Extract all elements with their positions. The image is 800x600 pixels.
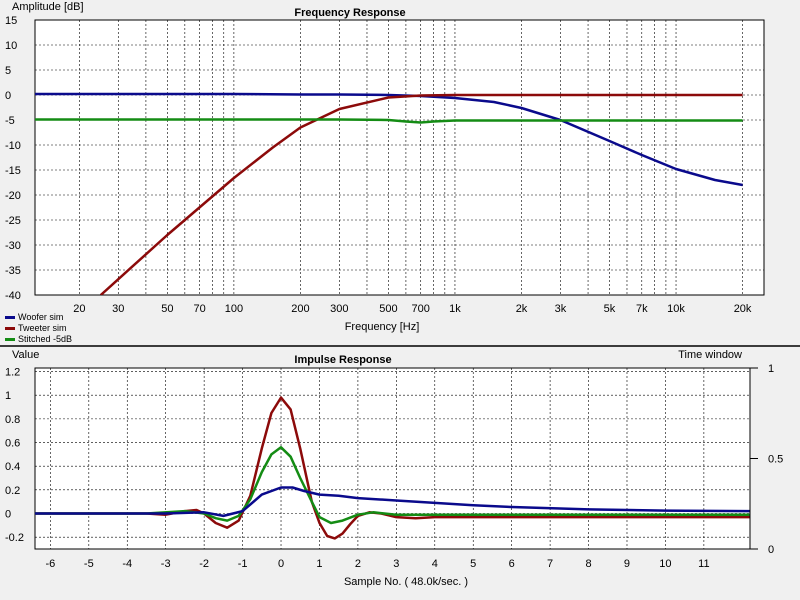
- freq-tick-label: 50: [161, 303, 173, 315]
- freq-tick-label: 200: [291, 303, 309, 315]
- legend-label-woofer: Woofer sim: [18, 312, 63, 322]
- time-window-tick-label: 0: [768, 544, 774, 556]
- amp-tick-label: -30: [5, 240, 21, 252]
- amp-tick-label: -5: [5, 115, 15, 127]
- impulse-chart-title: Impulse Response: [294, 354, 391, 366]
- frequency-legend: Woofer sim Tweeter sim Stitched -5dB: [5, 312, 72, 344]
- value-tick-label: 0.4: [5, 461, 20, 473]
- freq-tick-label: 100: [225, 303, 243, 315]
- sample-tick-label: 2: [355, 558, 361, 570]
- value-tick-label: 0: [5, 509, 11, 521]
- freq-tick-label: 2k: [516, 303, 528, 315]
- value-tick-label: 1: [5, 390, 11, 402]
- freq-tick-label: 3k: [555, 303, 567, 315]
- legend-item-tweeter[interactable]: Tweeter sim: [5, 323, 67, 333]
- frequency-x-tick-labels: 20 30 50 70 100 200 300 500 700 1k 2k 3k 5k 7k 10k 20k: [73, 303, 752, 315]
- sample-tick-label: 5: [470, 558, 476, 570]
- frequency-y-tick-labels: 15 10 5 0 -5 -10 -15 -20 -25 -30 -35 -40: [5, 15, 21, 302]
- amp-tick-label: -25: [5, 215, 21, 227]
- value-tick-label: 0.6: [5, 438, 20, 450]
- sample-tick-label: -3: [161, 558, 171, 570]
- freq-tick-label: 7k: [636, 303, 648, 315]
- sample-tick-label: 9: [624, 558, 630, 570]
- time-window-axis: 10.50: [749, 363, 783, 556]
- legend-item-stitched[interactable]: Stitched -5dB: [5, 334, 72, 344]
- sample-tick-label: -2: [199, 558, 209, 570]
- amp-tick-label: -40: [5, 290, 21, 302]
- freq-tick-label: 500: [379, 303, 397, 315]
- amp-tick-label: -20: [5, 190, 21, 202]
- freq-tick-label: 10k: [667, 303, 685, 315]
- sample-tick-label: 3: [393, 558, 399, 570]
- amp-tick-label: 0: [5, 90, 11, 102]
- impulse-y-tick-labels: 1.2 1 0.8 0.6 0.4 0.2 0 -0.2: [5, 367, 24, 545]
- impulse-response-panel: 1.2 1 0.8 0.6 0.4 0.2 0 -0.2 -6 -5 -4 -3 -2 -1 0 1 2 3 4 5…: [5, 349, 783, 588]
- impulse-x-tick-labels: -6 -5 -4 -3 -2 -1 0 1 2 3 4 5 6 7 8 9 10 11: [45, 558, 709, 570]
- value-tick-label: 1.2: [5, 367, 20, 379]
- sample-tick-label: 1: [316, 558, 322, 570]
- freq-tick-label: 70: [194, 303, 206, 315]
- impulse-plot-area[interactable]: [34, 367, 751, 550]
- freq-tick-label: 30: [112, 303, 124, 315]
- amp-tick-label: -15: [5, 165, 21, 177]
- freq-tick-label: 5k: [604, 303, 616, 315]
- value-tick-label: 0.8: [5, 414, 20, 426]
- freq-series-line-3[interactable]: [35, 118, 743, 124]
- sample-tick-label: -4: [122, 558, 132, 570]
- amp-tick-label: -35: [5, 265, 21, 277]
- value-tick-label: 0.2: [5, 485, 20, 497]
- sample-tick-label: 7: [547, 558, 553, 570]
- time-window-tick-label: 0.5: [768, 454, 783, 466]
- legend-swatch-stitched: [5, 338, 15, 341]
- legend-item-woofer[interactable]: Woofer sim: [5, 312, 63, 322]
- impulse-series-line-2[interactable]: [35, 446, 750, 525]
- legend-swatch-woofer: [5, 316, 15, 319]
- sample-tick-label: 8: [585, 558, 591, 570]
- impulse-y-axis-label: Value: [12, 349, 39, 361]
- impulse-series: [35, 396, 750, 540]
- freq-tick-label: 700: [412, 303, 430, 315]
- sample-tick-label: 6: [509, 558, 515, 570]
- sample-tick-label: 11: [698, 558, 709, 570]
- frequency-chart-title: Frequency Response: [294, 7, 405, 19]
- time-window-tick-label: 1: [768, 363, 774, 375]
- amp-tick-label: 10: [5, 40, 17, 52]
- freq-series-line-2[interactable]: [99, 93, 743, 295]
- legend-swatch-tweeter: [5, 327, 15, 330]
- freq-tick-label: 300: [330, 303, 348, 315]
- value-tick-label: -0.2: [5, 532, 24, 544]
- legend-label-stitched: Stitched -5dB: [18, 334, 72, 344]
- frequency-x-axis-label: Frequency [Hz]: [345, 321, 420, 333]
- sample-tick-label: 0: [278, 558, 284, 570]
- legend-label-tweeter: Tweeter sim: [18, 323, 67, 333]
- sample-tick-label: -6: [45, 558, 55, 570]
- freq-tick-label: 20: [73, 303, 85, 315]
- frequency-y-axis-label: Amplitude [dB]: [12, 1, 84, 13]
- frequency-plot-area[interactable]: [34, 19, 765, 296]
- impulse-series-line-3[interactable]: [35, 486, 750, 518]
- impulse-x-axis-label: Sample No. ( 48.0k/sec. ): [344, 576, 468, 588]
- sample-tick-label: 4: [432, 558, 438, 570]
- frequency-series: [35, 92, 743, 295]
- freq-series-line-1[interactable]: [35, 92, 743, 187]
- amp-tick-label: 5: [5, 65, 11, 77]
- amp-tick-label: 15: [5, 15, 17, 27]
- sample-tick-label: 10: [659, 558, 671, 570]
- sample-tick-label: -5: [84, 558, 94, 570]
- time-window-label: Time window: [678, 349, 742, 361]
- sample-tick-label: -1: [238, 558, 248, 570]
- freq-tick-label: 20k: [734, 303, 752, 315]
- freq-tick-label: 1k: [449, 303, 461, 315]
- amp-tick-label: -10: [5, 140, 21, 152]
